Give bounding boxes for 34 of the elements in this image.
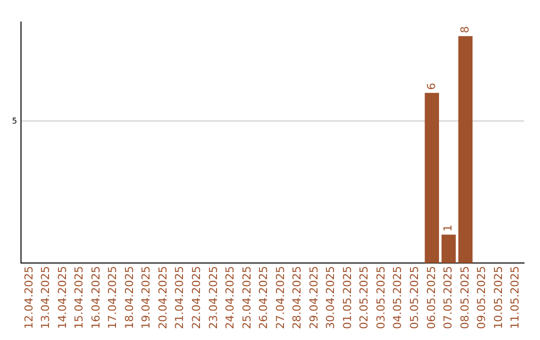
x-tick-label: 21.04.2025	[173, 266, 186, 330]
x-tick-label: 03.05.2025	[374, 266, 388, 330]
x-tick-label: 04.05.2025	[391, 266, 404, 330]
x-tick-label: 19.04.2025	[140, 266, 153, 330]
x-tick-label: 12.04.2025	[22, 266, 36, 330]
data-label: 6	[424, 82, 438, 90]
x-tick-label: 11.05.2025	[508, 266, 522, 330]
x-tick-label: 16.04.2025	[89, 266, 102, 330]
x-tick-label: 23.04.2025	[206, 266, 220, 330]
data-label: 1	[442, 224, 455, 232]
x-tick-label: 06.05.2025	[424, 266, 438, 330]
x-tick-label: 07.05.2025	[442, 266, 455, 330]
x-tick-label: 01.05.2025	[340, 266, 354, 330]
x-tick-label: 18.04.2025	[122, 266, 136, 330]
x-tick-label: 08.05.2025	[458, 266, 472, 330]
x-tick-label: 05.05.2025	[408, 266, 421, 330]
x-tick-label: 28.04.2025	[290, 266, 304, 330]
x-tick-label: 17.04.2025	[106, 266, 120, 330]
x-tick-label: 10.05.2025	[492, 266, 505, 330]
x-tick-label: 09.05.2025	[475, 266, 488, 330]
data-label: 8	[458, 26, 472, 34]
x-tick-label: 30.04.2025	[324, 266, 338, 330]
x-tick-label: 25.04.2025	[240, 266, 254, 330]
x-tick-label: 24.04.2025	[224, 266, 237, 330]
x-tick-label: 22.04.2025	[190, 266, 204, 330]
x-tick-label: 13.04.2025	[39, 266, 52, 330]
y-tick-label: 5	[12, 116, 18, 126]
x-tick-label: 27.04.2025	[274, 266, 287, 330]
x-tick-label: 26.04.2025	[257, 266, 270, 330]
x-tick-label: 20.04.2025	[156, 266, 170, 330]
x-tick-label: 14.04.2025	[56, 266, 69, 330]
x-tick-label: 02.05.2025	[358, 266, 371, 330]
x-tick-label: 29.04.2025	[307, 266, 320, 330]
x-tick-label: 15.04.2025	[72, 266, 86, 330]
